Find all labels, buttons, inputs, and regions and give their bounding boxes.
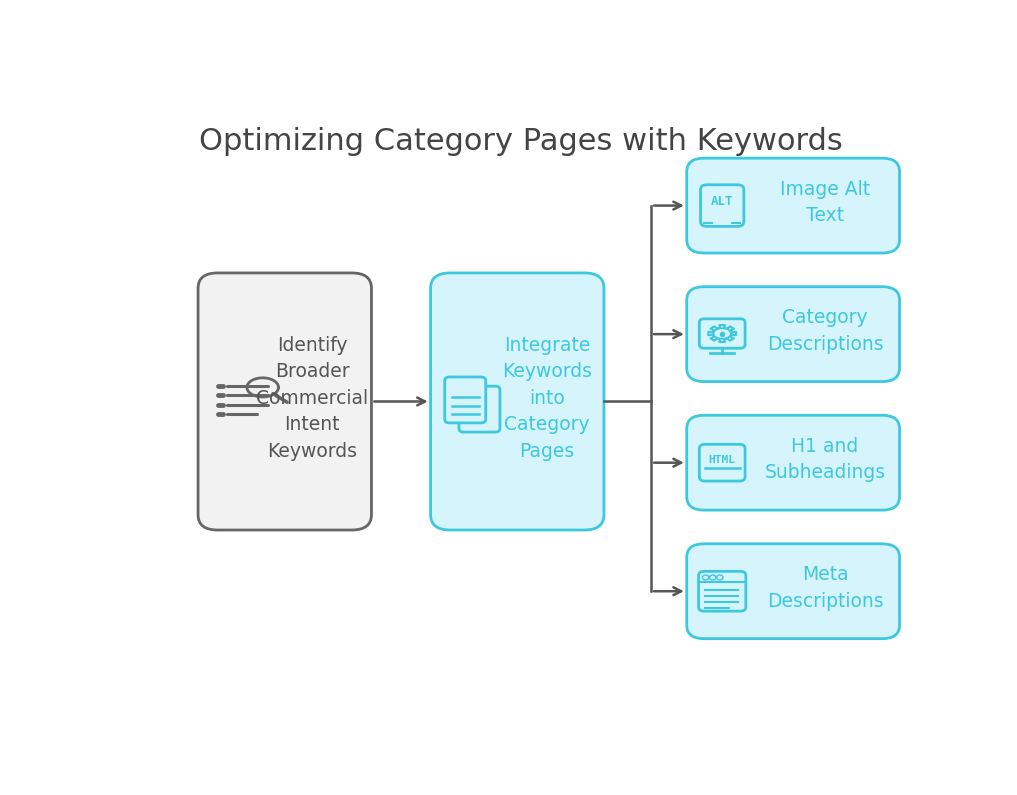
FancyBboxPatch shape (444, 377, 486, 423)
Text: HTML: HTML (709, 455, 735, 464)
FancyBboxPatch shape (686, 287, 900, 382)
Text: Optimizing Category Pages with Keywords: Optimizing Category Pages with Keywords (199, 127, 843, 156)
Text: Identify
Broader
Commercial
Intent
Keywords: Identify Broader Commercial Intent Keywo… (256, 336, 368, 461)
Text: H1 and
Subheadings: H1 and Subheadings (765, 437, 886, 483)
FancyBboxPatch shape (459, 386, 500, 432)
FancyBboxPatch shape (686, 544, 900, 638)
Text: Image Alt
Text: Image Alt Text (780, 180, 871, 225)
Text: Meta
Descriptions: Meta Descriptions (767, 565, 884, 611)
Text: Category
Descriptions: Category Descriptions (767, 308, 884, 354)
FancyBboxPatch shape (686, 158, 900, 253)
FancyBboxPatch shape (686, 415, 900, 510)
Text: ALT: ALT (711, 196, 733, 208)
FancyBboxPatch shape (198, 273, 371, 530)
FancyBboxPatch shape (430, 273, 604, 530)
Text: Integrate
Keywords
into
Category
Pages: Integrate Keywords into Category Pages (502, 336, 592, 461)
